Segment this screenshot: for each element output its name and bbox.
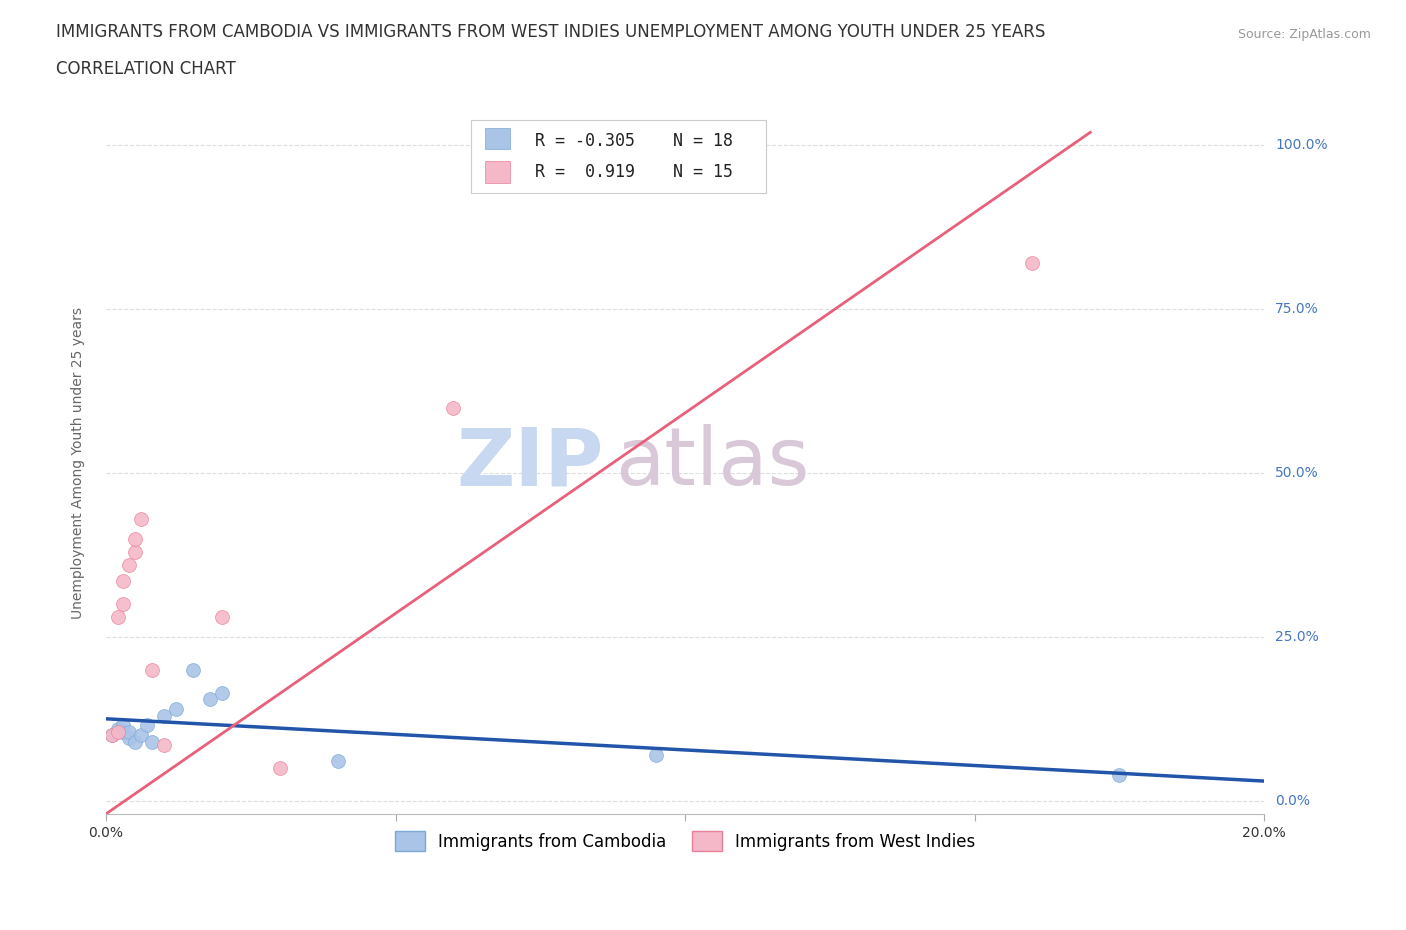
- Point: [153, 737, 176, 752]
- Point: [165, 701, 187, 716]
- Text: N = 15: N = 15: [673, 164, 734, 181]
- Point: [141, 735, 163, 750]
- Point: [124, 544, 146, 559]
- Point: [107, 724, 129, 739]
- FancyBboxPatch shape: [485, 161, 510, 183]
- Point: [124, 735, 146, 750]
- Point: [1108, 767, 1130, 782]
- Legend: Immigrants from Cambodia, Immigrants from West Indies: Immigrants from Cambodia, Immigrants fro…: [388, 824, 981, 858]
- Point: [326, 754, 349, 769]
- Text: ZIP: ZIP: [457, 424, 605, 502]
- Point: [1021, 256, 1043, 271]
- Point: [101, 728, 124, 743]
- Point: [112, 718, 135, 733]
- Point: [269, 761, 291, 776]
- Text: CORRELATION CHART: CORRELATION CHART: [56, 60, 236, 78]
- Point: [200, 692, 222, 707]
- Point: [645, 748, 668, 763]
- Point: [211, 685, 233, 700]
- Point: [153, 708, 176, 723]
- Point: [118, 724, 141, 739]
- Text: R =  0.919: R = 0.919: [534, 164, 634, 181]
- Text: N = 18: N = 18: [673, 132, 734, 150]
- Text: IMMIGRANTS FROM CAMBODIA VS IMMIGRANTS FROM WEST INDIES UNEMPLOYMENT AMONG YOUTH: IMMIGRANTS FROM CAMBODIA VS IMMIGRANTS F…: [56, 23, 1046, 41]
- Text: 50.0%: 50.0%: [1275, 466, 1319, 480]
- Point: [112, 574, 135, 589]
- Point: [129, 512, 152, 526]
- Text: atlas: atlas: [616, 424, 810, 502]
- Point: [107, 721, 129, 736]
- Text: 0.0%: 0.0%: [1275, 793, 1310, 808]
- Y-axis label: Unemployment Among Youth under 25 years: Unemployment Among Youth under 25 years: [72, 307, 86, 619]
- Point: [112, 724, 135, 739]
- Point: [141, 662, 163, 677]
- Text: 75.0%: 75.0%: [1275, 302, 1319, 316]
- Point: [107, 610, 129, 625]
- Point: [124, 531, 146, 546]
- Point: [181, 662, 204, 677]
- Text: Source: ZipAtlas.com: Source: ZipAtlas.com: [1237, 28, 1371, 41]
- Point: [443, 400, 465, 415]
- Point: [118, 557, 141, 572]
- FancyBboxPatch shape: [485, 127, 510, 149]
- Point: [118, 731, 141, 746]
- Point: [101, 728, 124, 743]
- Text: R = -0.305: R = -0.305: [534, 132, 634, 150]
- Point: [129, 728, 152, 743]
- Point: [211, 610, 233, 625]
- Point: [135, 718, 157, 733]
- Point: [112, 597, 135, 612]
- FancyBboxPatch shape: [471, 120, 766, 193]
- Text: 25.0%: 25.0%: [1275, 630, 1319, 644]
- Text: 100.0%: 100.0%: [1275, 139, 1327, 153]
